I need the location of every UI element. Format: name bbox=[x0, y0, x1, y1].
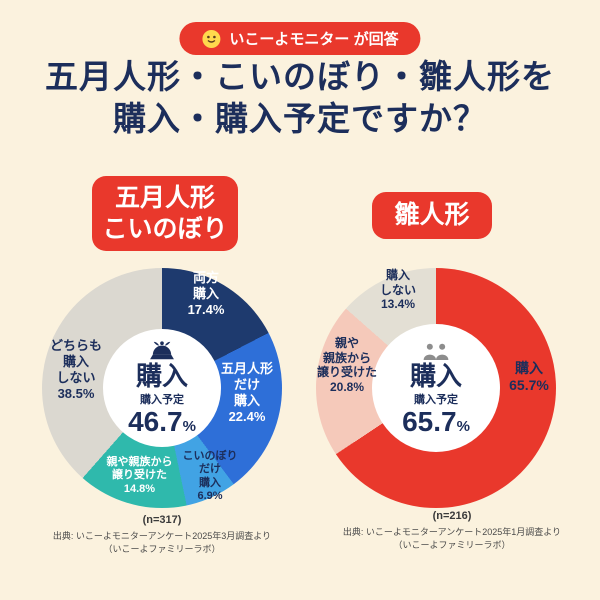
title-line-2: 購入・購入予定ですか？ bbox=[113, 99, 487, 137]
hina-center-percent: 65.7% bbox=[402, 407, 470, 436]
segment-label-gogatsu-only: 五月人形 だけ 購入 22.4% bbox=[220, 361, 273, 424]
hina-chart-footer: (n=216) 出典: いこーよモニターアンケート2025年1月調査より （いこ… bbox=[312, 510, 592, 552]
segment-label-hina-purchase: 購入 65.7% bbox=[509, 360, 549, 394]
page-title: 五月人形・こいのぼり・雛人形を 購入・購入予定ですか？ bbox=[0, 56, 600, 140]
segment-label-both-purchase: 両方 購入 17.4% bbox=[187, 270, 225, 317]
hina-center-percent-value: 65.7 bbox=[402, 405, 457, 437]
segment-label-no-purchase: 購入 しない 13.4% bbox=[379, 268, 416, 312]
hina-center-percent-unit: % bbox=[456, 417, 470, 435]
gogatsu-center-word: 購入 bbox=[135, 360, 188, 391]
segment-label-inherited-left: 親や親族から 譲り受けた 14.8% bbox=[106, 456, 173, 495]
hina-donut-chart: 購入 購入予定 65.7% bbox=[316, 268, 556, 508]
segment-label-neither: どちらも 購入 しない 38.5% bbox=[49, 338, 102, 401]
kabuto-helmet-icon bbox=[146, 340, 178, 362]
gogatsu-chart-title-line-2: こいのぼり bbox=[102, 214, 228, 243]
gogatsu-center-percent-value: 46.7 bbox=[128, 405, 183, 437]
hina-center-word: 購入 bbox=[409, 360, 462, 391]
gogatsu-center-percent: 46.7% bbox=[128, 407, 196, 436]
gogatsu-donut-center: 購入 購入予定 46.7% bbox=[103, 329, 221, 447]
hina-chart-title-text: 雛人形 bbox=[394, 201, 470, 229]
ikoyo-logo-icon bbox=[201, 29, 221, 49]
hina-sample-size: (n=216) bbox=[432, 510, 472, 522]
gogatsu-center-sub: 購入予定 bbox=[140, 393, 184, 406]
segment-label-koinobori-only: こいのぼり だけ 購入 6.9% bbox=[182, 450, 238, 503]
hina-chart-title-badge: 雛人形 bbox=[372, 192, 492, 239]
hina-source: 出典: いこーよモニターアンケート2025年1月調査より （いこーよファミリーラ… bbox=[342, 527, 562, 551]
survey-source-badge: いこーよモニター が回答 bbox=[179, 22, 421, 55]
gogatsu-source: 出典: いこーよモニターアンケート2025年3月調査より （いこーよファミリーラ… bbox=[52, 531, 272, 555]
gogatsu-chart-title-line-1: 五月人形 bbox=[114, 184, 215, 212]
segment-label-inherited-right: 親や 親族から 譲り受けた 20.8% bbox=[316, 336, 377, 394]
gogatsu-donut-chart: 購入 購入予定 46.7% bbox=[42, 268, 282, 508]
hina-dolls-icon bbox=[421, 340, 451, 362]
title-line-1: 五月人形・こいのぼり・雛人形を bbox=[45, 58, 555, 95]
gogatsu-chart-footer: (n=317) 出典: いこーよモニターアンケート2025年3月調査より （いこ… bbox=[22, 514, 302, 556]
survey-source-badge-text: いこーよモニター が回答 bbox=[229, 31, 399, 48]
gogatsu-sample-size: (n=317) bbox=[142, 514, 182, 526]
gogatsu-center-percent-unit: % bbox=[182, 417, 196, 435]
hina-donut-center: 購入 購入予定 65.7% bbox=[372, 324, 500, 452]
hina-center-sub: 購入予定 bbox=[414, 393, 458, 406]
gogatsu-chart-title-badge: 五月人形 こいのぼり bbox=[92, 176, 238, 251]
